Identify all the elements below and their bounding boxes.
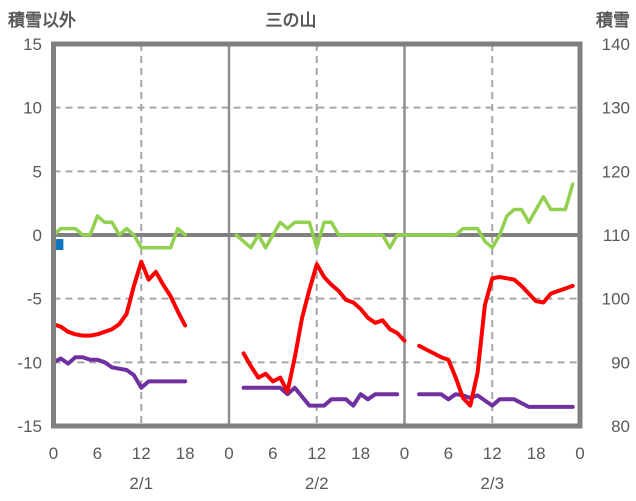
right-axis-tick-label: 110 (603, 226, 630, 245)
plot-frame (51, 41, 583, 429)
hour-tick-label: 0 (575, 444, 584, 463)
temperature-red-line (417, 275, 575, 408)
hour-tick-label: 0 (224, 444, 233, 463)
temperature-purple-line (241, 385, 400, 408)
temperature-red-line (51, 259, 188, 338)
right-axis-tick-label: 80 (611, 417, 630, 436)
left-axis-tick-label: 10 (23, 99, 42, 118)
date-label: 2/3 (480, 474, 504, 493)
right-axis-tick-label: 90 (611, 353, 630, 372)
right-axis-tick-label: 120 (602, 162, 630, 181)
left-axis-tick-label: -10 (17, 353, 42, 372)
left-axis-title: 積雪以外 (8, 11, 76, 30)
snow-depth-green-line (234, 182, 575, 250)
chart-title: 三の山 (265, 11, 317, 30)
right-axis-tick-label: 100 (602, 290, 630, 309)
hour-tick-label: 12 (483, 444, 502, 463)
hour-tick-label: 6 (444, 444, 453, 463)
snow-depth-green-line (51, 214, 187, 250)
date-label: 2/2 (305, 474, 329, 493)
hour-tick-label: 12 (132, 444, 151, 463)
left-axis-tick-label: -15 (17, 417, 42, 436)
right-axis-tick-label: 130 (602, 99, 630, 118)
temperature-red-line (241, 262, 407, 394)
hour-tick-label: 6 (93, 444, 102, 463)
hour-tick-label: 18 (527, 444, 546, 463)
right-axis-title: 積雪 (596, 11, 630, 30)
blue-square-marker (52, 239, 64, 251)
hour-tick-label: 6 (268, 444, 277, 463)
hour-tick-label: 0 (400, 444, 409, 463)
left-axis-tick-label: 0 (33, 226, 42, 245)
hour-tick-label: 18 (176, 444, 195, 463)
left-axis-tick-label: 15 (23, 35, 42, 54)
hour-tick-label: 12 (307, 444, 326, 463)
temperature-purple-line (51, 355, 188, 390)
hour-tick-label: 18 (351, 444, 370, 463)
hour-tick-label: 0 (49, 444, 58, 463)
date-label: 2/1 (129, 474, 153, 493)
left-axis-tick-label: 5 (33, 162, 42, 181)
right-axis-tick-label: 140 (602, 35, 630, 54)
temperature-purple-line (417, 392, 575, 409)
left-axis-tick-label: -5 (27, 290, 42, 309)
